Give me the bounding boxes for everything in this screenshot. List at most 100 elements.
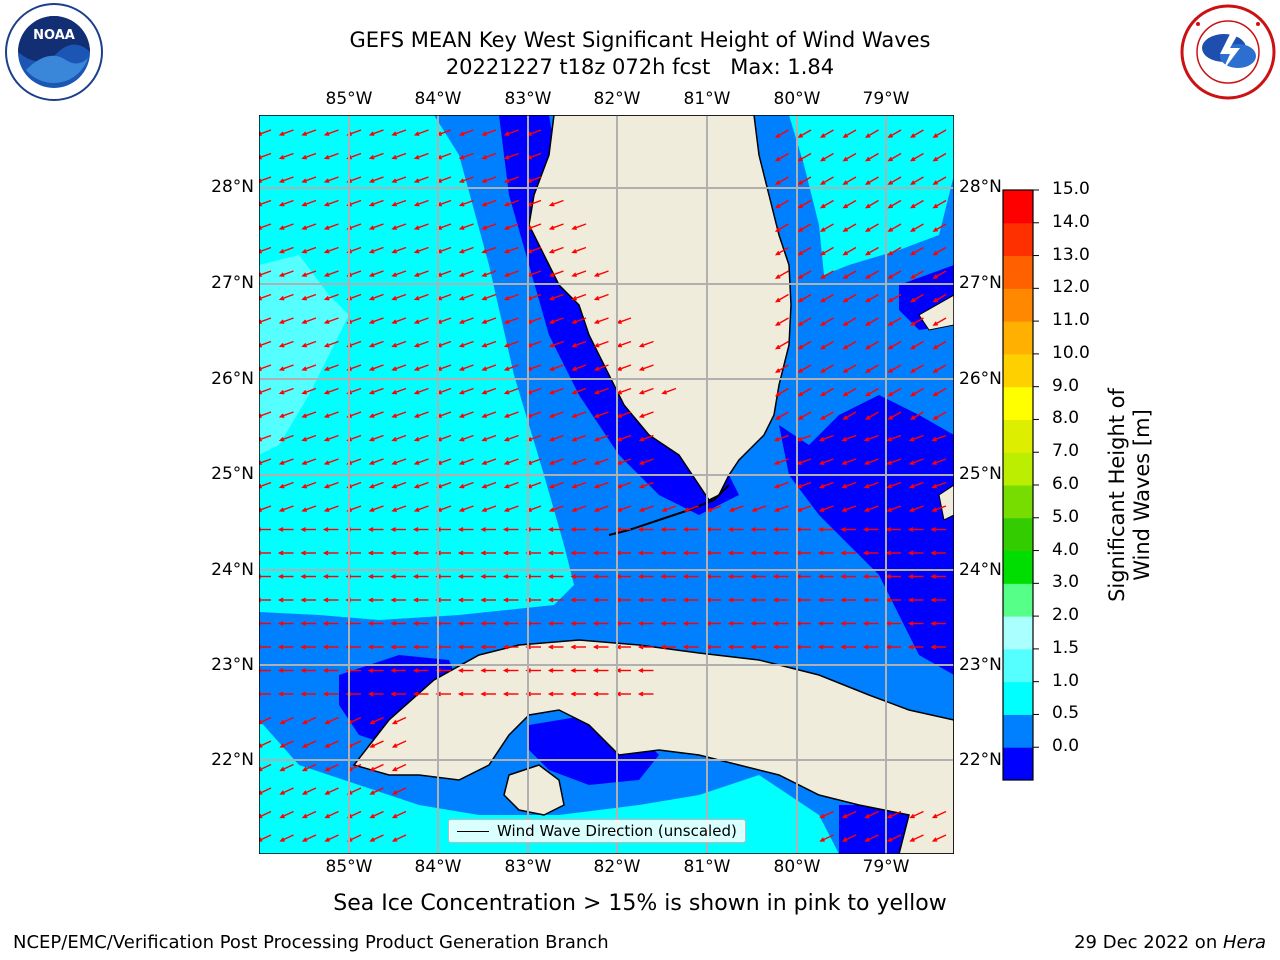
wave-direction-arrow (819, 317, 834, 326)
wave-direction-arrow (818, 458, 834, 465)
wave-direction-arrow (368, 458, 384, 465)
wave-direction-arrow (279, 834, 294, 842)
lat-tick-left: 26°N (211, 369, 254, 389)
wave-direction-arrow (864, 223, 879, 232)
wave-direction-arrow (480, 597, 496, 603)
wave-direction-arrow (909, 834, 924, 842)
colorbar-tick-label: 13.0 (1052, 244, 1090, 265)
wave-direction-arrow (817, 621, 834, 626)
wave-direction-arrow (369, 763, 384, 772)
wave-direction-arrow (819, 152, 834, 162)
wave-direction-arrow (278, 387, 294, 395)
wave-direction-arrow (481, 364, 497, 371)
wave-direction-arrow (797, 223, 812, 232)
wave-direction-arrow (593, 458, 609, 465)
wave-direction-arrow (862, 527, 879, 532)
colorbar-tick-label: 6.0 (1052, 474, 1080, 494)
wave-direction-arrow (502, 574, 519, 579)
wave-direction-arrow (412, 527, 429, 532)
wave-direction-arrow (887, 293, 902, 303)
wave-direction-arrow (909, 293, 924, 303)
wave-direction-arrow (773, 505, 789, 512)
wave-direction-arrow (886, 458, 902, 465)
wave-direction-arrow (571, 223, 587, 230)
wave-direction-arrow (391, 834, 407, 842)
wave-direction-arrow (322, 574, 339, 579)
wave-direction-arrow (637, 527, 654, 532)
wave-direction-arrow (772, 527, 789, 532)
wave-direction-arrow (772, 597, 789, 603)
wave-direction-arrow (841, 810, 857, 819)
wave-direction-arrow (774, 364, 789, 373)
wave-direction-arrow (502, 621, 519, 626)
wave-direction-arrow (278, 458, 294, 465)
wave-direction-arrow (413, 340, 429, 348)
wave-direction-arrow (390, 691, 406, 697)
wave-direction-arrow (727, 550, 744, 556)
wave-direction-arrow (864, 246, 879, 256)
wave-direction-arrow (412, 621, 429, 626)
wave-direction-arrow (413, 129, 429, 136)
wave-direction-arrow (637, 644, 654, 650)
footer-host: Hera (1222, 932, 1266, 953)
wave-direction-arrow (887, 223, 902, 232)
footer-left: NCEP/EMC/Verification Post Processing Pr… (13, 932, 609, 953)
wave-direction-arrow (458, 317, 474, 324)
lon-tick-top: 84°W (414, 89, 462, 109)
wave-direction-arrow (324, 716, 339, 725)
colorbar-tick-label: 9.0 (1052, 375, 1080, 396)
wave-direction-arrow (323, 505, 339, 512)
wave-direction-arrow (819, 411, 834, 420)
wave-direction-arrow (909, 340, 924, 350)
wave-direction-arrow (907, 527, 924, 532)
wave-direction-arrow (300, 644, 316, 650)
wave-direction-arrow (727, 621, 744, 626)
wave-direction-arrow (592, 691, 609, 697)
wave-direction-arrow (727, 644, 744, 650)
wave-direction-arrow (391, 411, 407, 418)
colorbar-segment (1003, 616, 1033, 650)
wave-direction-arrow (638, 340, 654, 348)
wave-direction-arrow (864, 176, 879, 185)
wave-direction-arrow (774, 317, 789, 326)
wave-direction-arrow (413, 364, 429, 371)
wave-direction-arrow (391, 152, 407, 160)
wave-direction-arrow (481, 176, 497, 183)
colorbar-tick-label: 15.0 (1052, 179, 1090, 199)
wave-direction-arrow (481, 293, 497, 301)
wave-direction-arrow (864, 317, 879, 326)
wave-direction-arrow (931, 481, 947, 489)
wave-direction-arrow (391, 458, 407, 465)
wave-direction-arrow (797, 317, 812, 326)
wave-direction-arrow (412, 668, 429, 673)
wave-direction-arrow (391, 340, 407, 348)
lon-tick-top: 83°W (504, 89, 552, 109)
wave-direction-arrow (547, 691, 564, 697)
wave-direction-arrow (368, 270, 384, 277)
wave-direction-arrow (323, 176, 339, 183)
wave-direction-arrow (301, 763, 317, 772)
sea-band-2.0-2.5 (259, 255, 349, 455)
wave-direction-arrow (571, 246, 587, 254)
wave-direction-arrow (842, 176, 857, 185)
wave-direction-arrow (907, 574, 924, 579)
colorbar-tick-label: 10.0 (1052, 342, 1090, 363)
wave-direction-arrow (278, 317, 294, 324)
wave-direction-arrow (909, 364, 924, 373)
sea-band-0.0-0.5-atlantic-east (779, 395, 954, 675)
wave-direction-arrow (797, 387, 812, 397)
wave-direction-arrow (593, 270, 609, 277)
wave-direction-arrow (819, 246, 834, 256)
wave-direction-arrow (391, 246, 407, 254)
wave-direction-arrow (886, 481, 902, 489)
colorbar-segment (1003, 321, 1033, 355)
wave-direction-arrow (592, 574, 609, 579)
wave-direction-arrow (324, 787, 339, 795)
lat-tick-right: 22°N (959, 750, 1002, 770)
wave-direction-arrow (458, 411, 474, 418)
colorbar-segment (1003, 681, 1033, 715)
wave-direction-arrow (278, 246, 294, 254)
wave-direction-arrow (862, 644, 879, 650)
wave-direction-arrow (773, 458, 789, 465)
wave-direction-arrow (932, 152, 947, 162)
